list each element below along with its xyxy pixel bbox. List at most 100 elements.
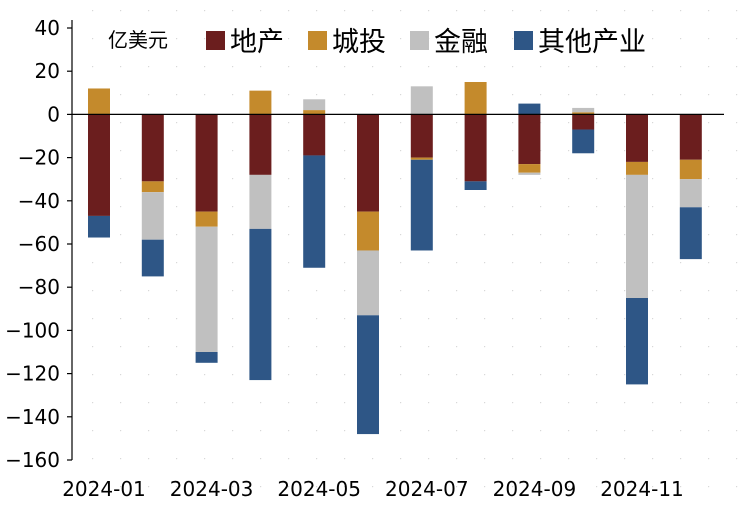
- grid-dot: [736, 122, 738, 124]
- grid-dot: [176, 402, 178, 404]
- grid-dot: [708, 402, 710, 404]
- bar-2024-11-地产: [626, 114, 648, 162]
- grid-dot: [92, 430, 94, 432]
- grid-dot: [400, 290, 402, 292]
- grid-dot: [288, 66, 290, 68]
- bar-2024-02-城投: [141, 181, 164, 193]
- grid-dot: [680, 66, 682, 68]
- bar-2024-08-其他产业: [464, 181, 487, 190]
- grid-dot: [596, 38, 598, 40]
- grid-dot: [680, 318, 682, 320]
- bar-2024-09-城投: [518, 164, 541, 173]
- grid-dot: [568, 262, 570, 264]
- grid-dot: [260, 10, 262, 12]
- grid-dot: [680, 458, 682, 460]
- grid-dot: [624, 150, 626, 152]
- bar-2024-12-金融: [679, 179, 702, 208]
- grid-dot: [680, 10, 682, 12]
- grid-dot: [176, 10, 178, 12]
- grid-dot: [680, 402, 682, 404]
- grid-dot: [148, 290, 150, 292]
- grid-dot: [120, 402, 122, 404]
- grid-dot: [596, 262, 598, 264]
- grid-dot: [204, 38, 206, 40]
- grid-dot: [652, 486, 654, 488]
- grid-dot: [624, 66, 626, 68]
- grid-dot: [456, 66, 458, 68]
- grid-dot: [512, 10, 514, 12]
- grid-dot: [372, 458, 374, 460]
- bar-2024-01-其他产业: [88, 215, 110, 238]
- grid-dot: [512, 66, 514, 68]
- grid-dot: [708, 122, 710, 124]
- grid-dot: [652, 290, 654, 292]
- grid-dot: [232, 38, 234, 40]
- grid-dot: [512, 206, 514, 208]
- grid-dot: [288, 290, 290, 292]
- grid-dot: [148, 374, 150, 376]
- grid-dot: [120, 346, 122, 348]
- grid-dot: [400, 262, 402, 264]
- grid-dot: [232, 458, 234, 460]
- grid-dot: [484, 374, 486, 376]
- x-tick-labels: 2024-01 2024-03 2024-05 2024-07 2024-09 2024-…: [62, 477, 684, 501]
- grid-dot: [288, 402, 290, 404]
- bar-2024-08-城投: [464, 82, 487, 115]
- grid-dot: [596, 178, 598, 180]
- grid-dot: [736, 206, 738, 208]
- grid-dot: [232, 122, 234, 124]
- grid-dot: [456, 318, 458, 320]
- grid-dot: [288, 346, 290, 348]
- grid-dot: [596, 66, 598, 68]
- bar-2024-11-其他产业: [626, 298, 648, 385]
- grid-dot: [344, 234, 346, 236]
- grid-dot: [512, 150, 514, 152]
- y-tick-label: −100: [5, 318, 60, 342]
- grid-dot: [260, 402, 262, 404]
- grid-dot: [176, 206, 178, 208]
- grid-dot: [204, 402, 206, 404]
- grid-dot: [92, 290, 94, 292]
- grid-dot: [176, 150, 178, 152]
- grid-dot: [288, 318, 290, 320]
- grid-dot: [232, 486, 234, 488]
- bar-2024-07-地产: [410, 114, 433, 158]
- grid-dot: [260, 38, 262, 40]
- grid-dot: [624, 38, 626, 40]
- grid-dot: [624, 318, 626, 320]
- grid-dot: [232, 178, 234, 180]
- grid-dot: [484, 10, 486, 12]
- grid-dot: [344, 346, 346, 348]
- grid-dot: [456, 10, 458, 12]
- grid-dot: [568, 486, 570, 488]
- y-tick-label: −120: [5, 362, 60, 386]
- grid-dot: [344, 150, 346, 152]
- grid-dot: [540, 38, 542, 40]
- bar-2024-10-地产: [572, 114, 595, 130]
- grid-dot: [456, 346, 458, 348]
- grid-dot: [400, 402, 402, 404]
- grid-dot: [540, 430, 542, 432]
- grid-dot: [344, 290, 346, 292]
- grid-dot: [344, 122, 346, 124]
- grid-dot: [92, 374, 94, 376]
- grid-dot: [120, 10, 122, 12]
- grid-dot: [120, 262, 122, 264]
- legend-swatch: [514, 31, 533, 50]
- grid-dot: [540, 290, 542, 292]
- grid-dot: [232, 430, 234, 432]
- grid-dot: [456, 38, 458, 40]
- grid-dot: [708, 234, 710, 236]
- grid-dot: [204, 94, 206, 96]
- grid-dot: [484, 318, 486, 320]
- grid-dot: [540, 178, 542, 180]
- grid-dot: [456, 94, 458, 96]
- grid-dot: [512, 122, 514, 124]
- x-tick-label: 2024-11: [600, 477, 684, 501]
- grid-dot: [708, 150, 710, 152]
- grid-dot: [344, 318, 346, 320]
- grid-dot: [120, 374, 122, 376]
- grid-dot: [92, 402, 94, 404]
- grid-dot: [568, 234, 570, 236]
